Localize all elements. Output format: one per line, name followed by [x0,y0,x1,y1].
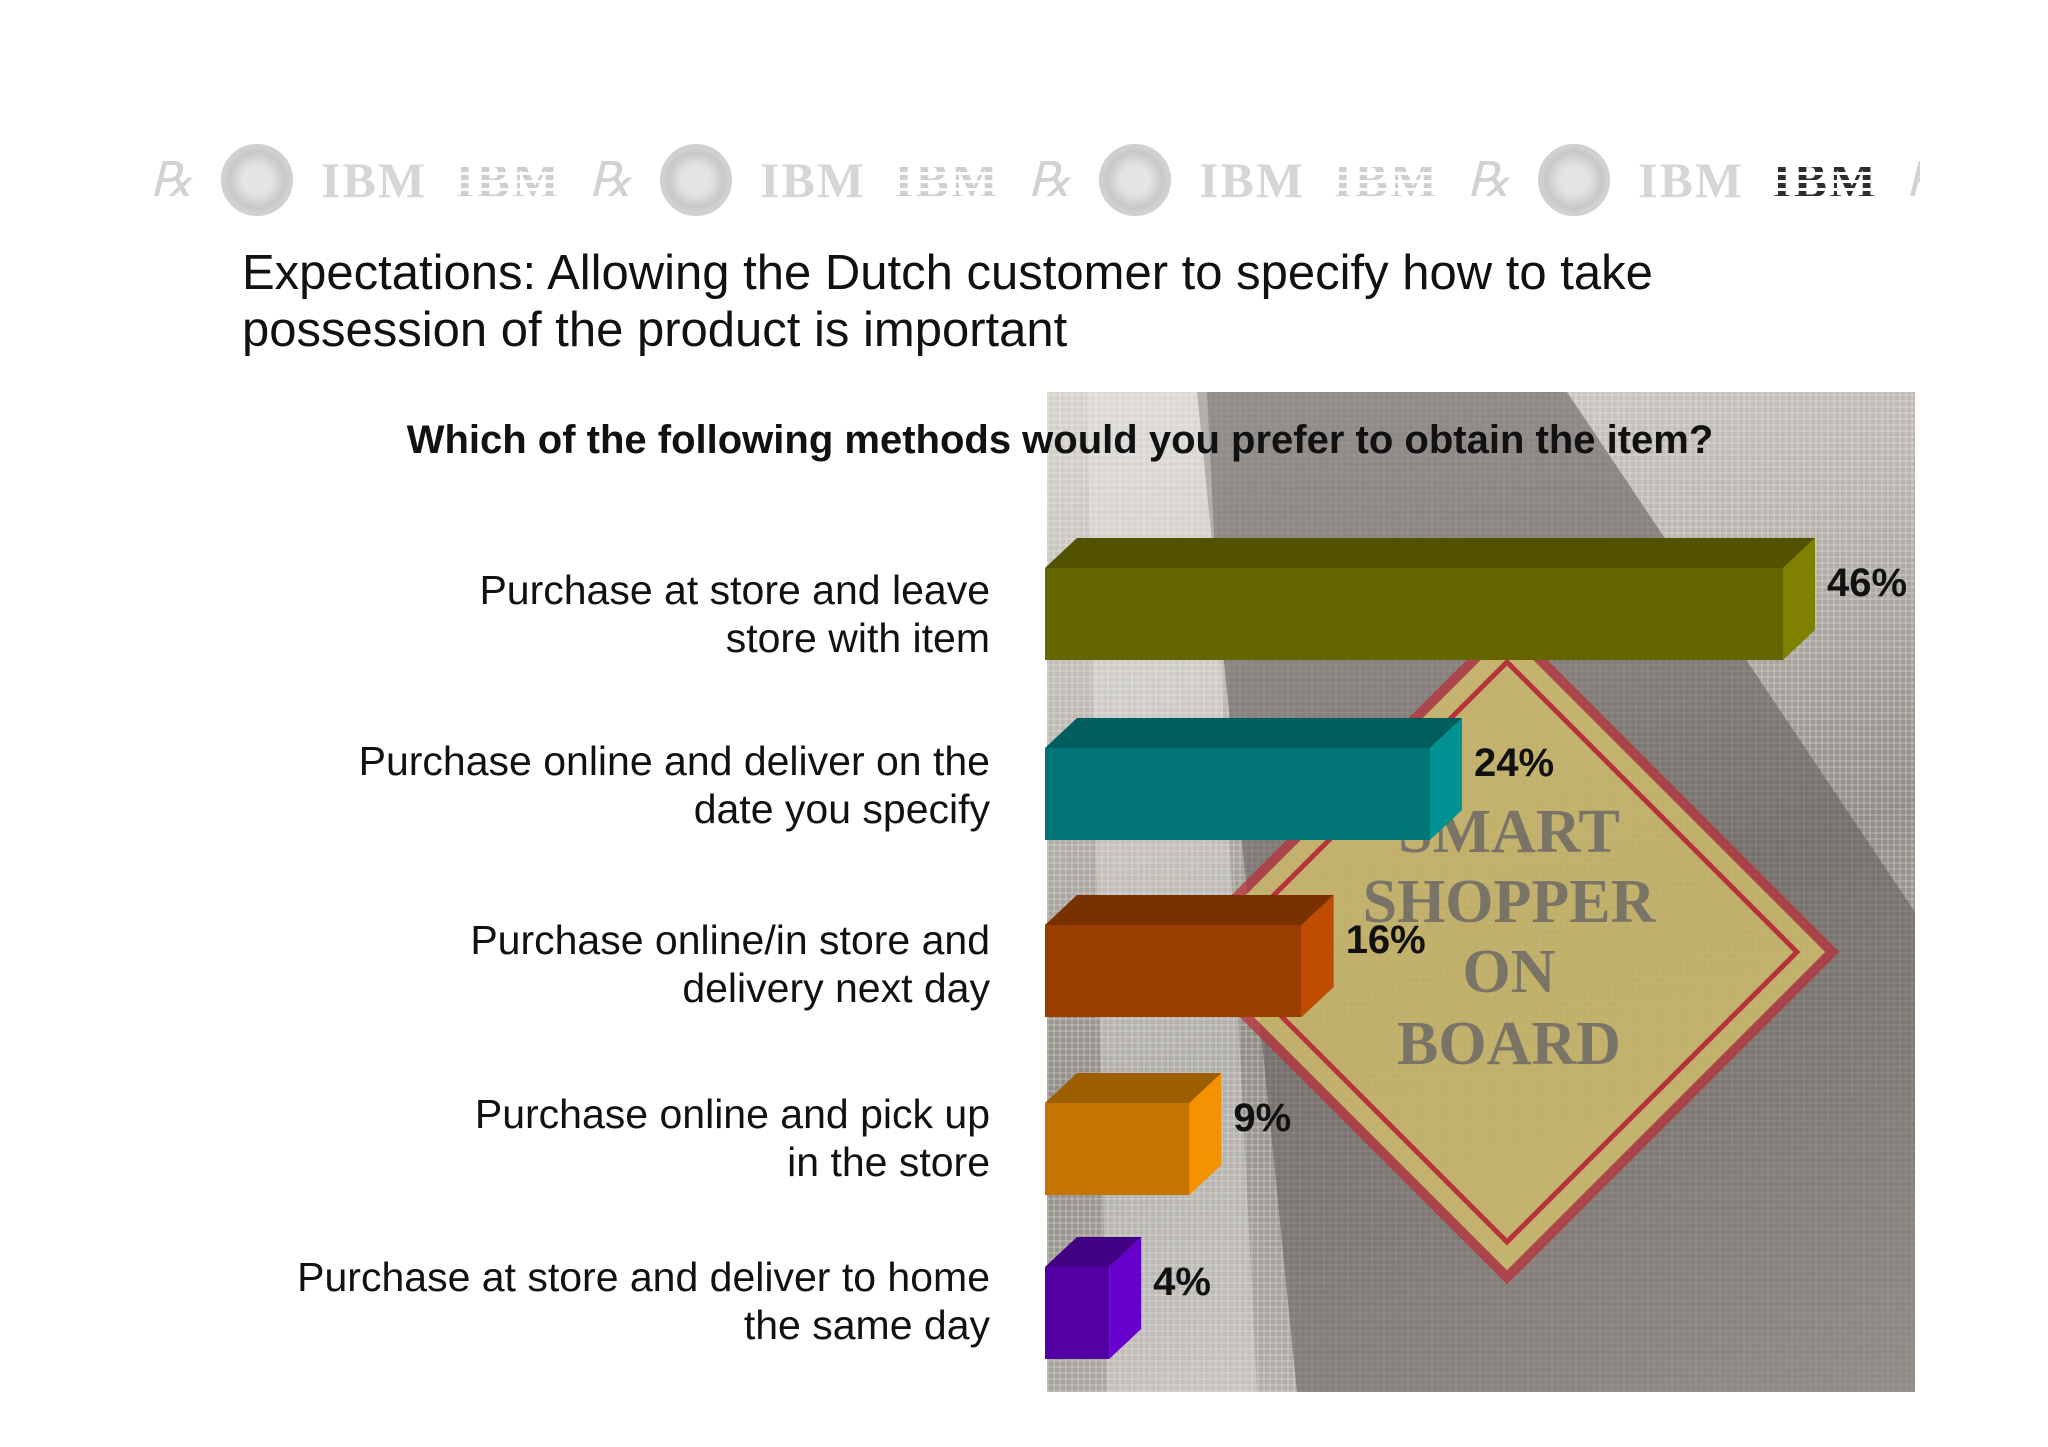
sign-text: BOARD [1397,1010,1621,1078]
bar [1045,1073,1222,1195]
value-label: 9% [1233,1096,1291,1140]
bar-top [1045,718,1463,748]
ctr-monogram-icon: ℞ [589,154,633,207]
bar-top [1045,895,1334,925]
category-label: Purchase online and pick up in the store [474,1091,990,1185]
ctr-monogram-icon: ℞ [1028,154,1072,207]
bar-side [1430,718,1463,840]
ctr-monogram-icon: ℞ [1467,154,1511,207]
bar-side [1189,1073,1222,1195]
ibm-logo-word: IBM [1199,152,1306,208]
slide-title-line-1: Expectations: Allowing the Dutch custome… [242,246,1653,300]
bar-side [1783,538,1815,660]
slide-title-line-2: possession of the product is important [242,303,1068,357]
value-label: 16% [1346,918,1426,962]
ibm-logo-word-highlight: IBM [1772,152,1879,208]
logo-banner: ℞ IBM IBM ℞ IBM IBM ℞ IBM IBM ℞ IBM IBM … [150,140,1920,220]
bar [1045,538,1815,660]
value-label: 46% [1827,561,1907,605]
sign-text: SHOPPER [1363,868,1657,936]
seal-icon [1099,144,1172,216]
seal-icon [660,144,733,216]
bar-front [1045,748,1431,840]
value-label: 4% [1153,1260,1211,1304]
ibm-logo-word: IBM [455,152,562,208]
bar-front [1045,925,1302,1017]
bar-front [1045,1103,1190,1195]
bar [1045,718,1463,840]
sign-text: ON [1463,938,1556,1006]
bar-top [1045,1073,1222,1103]
ibm-logo-word: IBM [760,152,867,208]
ibm-logo-word: IBM [321,152,428,208]
ibm-logo-word: IBM [894,152,1001,208]
value-label: 24% [1474,741,1554,785]
seal-icon [1538,144,1611,216]
bar [1045,1237,1142,1359]
seal-icon [221,144,294,216]
ibm-logo-word: IBM [1333,152,1440,208]
category-label: Purchase at store and leave store with i… [479,567,990,661]
bar-top [1045,1237,1142,1267]
bar-top [1045,538,1815,568]
bar-front [1045,1267,1110,1359]
bar-side [1109,1237,1142,1359]
slide-title: Expectations: Allowing the Dutch custome… [242,245,1862,359]
category-label: Purchase at store and deliver to home th… [297,1254,990,1348]
ctr-monogram-icon: ℞ [1906,152,1920,208]
ctr-monogram-icon: ℞ [150,154,194,207]
bar-front [1045,568,1783,660]
bar [1045,895,1334,1017]
category-label: Purchase online and deliver on the date … [358,738,990,832]
category-label: Purchase online/in store and delivery ne… [470,917,990,1011]
bar-side [1301,895,1334,1017]
ibm-logo-word: IBM [1638,152,1745,208]
chart-title: Which of the following methods would you… [406,418,1714,462]
